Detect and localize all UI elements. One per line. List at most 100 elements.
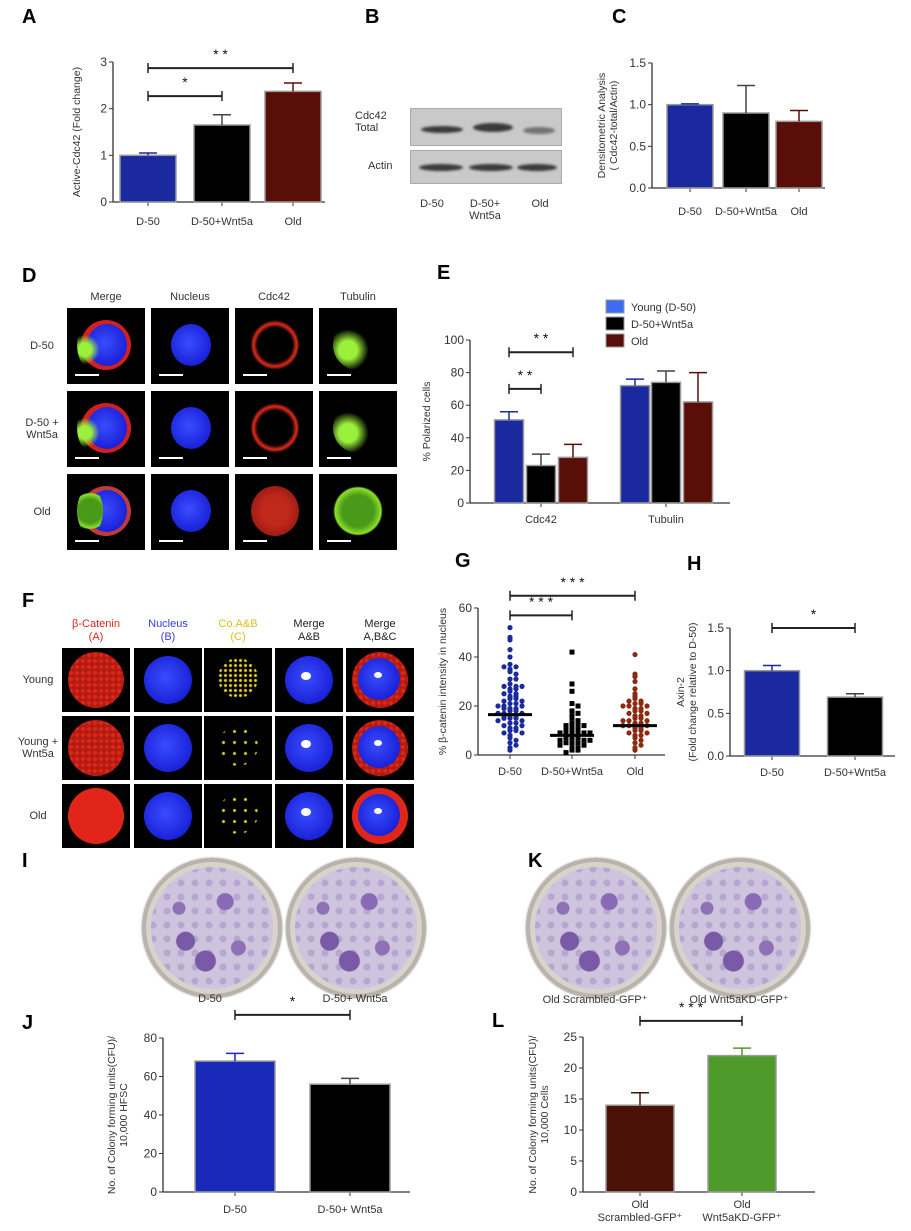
y-tick-label: 40 (459, 650, 473, 664)
y-tick-label: 1.5 (629, 56, 646, 70)
data-point (644, 730, 650, 736)
data-point (507, 661, 513, 667)
data-point (513, 720, 519, 726)
y-tick-label: 0 (570, 1185, 577, 1199)
blot-actin (410, 150, 562, 184)
micrograph (275, 784, 343, 848)
data-point (507, 747, 513, 753)
significance-label: * (182, 74, 188, 90)
panel-label-a: A (22, 6, 37, 28)
y-tick-label: 60 (459, 601, 473, 615)
y-tick-label: 0.5 (707, 706, 724, 720)
svg-text:Cdc42: Cdc42 (525, 514, 557, 526)
data-point (513, 737, 519, 743)
scale-bar (75, 540, 99, 542)
micrograph (235, 308, 313, 384)
blot-lane-old: Old (531, 198, 549, 210)
cell-signal (358, 726, 400, 768)
chart-l: 0 5 10 15 20 25 Old Scrambled-GFP⁺ Old Wnt5aKD-GF… (527, 999, 815, 1224)
scale-bar (327, 374, 351, 376)
x-tick-label: D-50+ Wnt5a (317, 1204, 383, 1216)
y-tick-label: 0 (150, 1185, 157, 1199)
column-header: β-Catenin (A) (72, 618, 120, 643)
colony-plate-old-scrambled (526, 858, 666, 998)
x-tick-label: D-50 (760, 767, 784, 779)
chart-g: 0 20 40 60 D-50 D-50+Wnt5a Old % β-catenin inte… (437, 574, 665, 778)
bar (743, 669, 801, 757)
y-tick-label: 1.0 (707, 664, 724, 678)
x-tick-label: Tubulin (648, 514, 684, 526)
panel-label-k: K (528, 850, 543, 872)
data-point (513, 742, 519, 748)
x-tick-label: D-50 (136, 216, 160, 228)
cell-signal (358, 794, 400, 836)
bar (525, 464, 557, 504)
micrograph (319, 308, 397, 384)
bar (119, 154, 177, 203)
data-point (501, 691, 507, 697)
data-point (626, 710, 632, 716)
column-header: Merge (90, 291, 122, 303)
svg-text:% Polarized cells: % Polarized cells (421, 382, 433, 462)
data-point (501, 715, 507, 721)
data-point (632, 686, 638, 692)
bar (722, 112, 770, 189)
x-tick-label: Old (284, 216, 301, 228)
micrograph (275, 648, 343, 712)
significance-label: * (290, 993, 296, 1009)
y-axis-title: Active-Cdc42 (Fold change) (71, 67, 83, 197)
data-point (587, 730, 593, 736)
significance-label: * * * (529, 593, 554, 609)
y-tick-label: 100 (444, 333, 464, 347)
svg-text:D-50: D-50 (760, 767, 784, 779)
plate-label: D-50+ Wnt5a (322, 993, 388, 1005)
data-point (513, 676, 519, 682)
data-point (507, 735, 513, 741)
data-point (507, 700, 513, 707)
panel-label-j: J (22, 1012, 34, 1034)
colony-plate-d50-wnt5a (286, 858, 426, 998)
data-point (638, 732, 644, 739)
legend-label: Young (D-50) (631, 302, 696, 314)
cell-signal (333, 320, 383, 370)
y-tick-label: 0.5 (629, 139, 646, 153)
data-point (507, 669, 513, 675)
svg-text:Old: Old (284, 216, 301, 228)
x-tick-label: Old Wnt5aKD-GFP⁺ (702, 1199, 781, 1224)
y-tick-label: 2 (100, 102, 107, 116)
data-point (632, 747, 638, 753)
chart-j: 0 20 40 60 80 D-50 D-50+ Wnt5a No. of Colony fo… (106, 993, 410, 1216)
data-point (575, 747, 581, 753)
blot-label-cdc42: Cdc42 Total (355, 110, 387, 134)
panel-label-l: L (492, 1010, 505, 1032)
column-header: Merge A&B (293, 618, 325, 643)
y-tick-label: 0.0 (629, 181, 646, 195)
data-point (569, 728, 575, 733)
data-point (569, 735, 575, 741)
row-label: Young (22, 674, 54, 686)
data-point (632, 740, 638, 746)
cell-signal (374, 672, 382, 678)
micrograph (319, 391, 397, 467)
y-axis-title: No. of Colony forming units(CFU)/10,000 … (527, 1035, 551, 1193)
svg-text:Axin-2(Fold change relative to: Axin-2(Fold change relative to D-50) (675, 623, 699, 762)
data-point (501, 698, 507, 704)
cell-signal (301, 740, 311, 748)
data-point (638, 700, 644, 707)
micrograph (151, 474, 229, 550)
cell-signal (374, 740, 382, 746)
legend-swatch (605, 316, 625, 331)
data-point (557, 730, 563, 736)
bar (826, 696, 884, 757)
data-point (507, 676, 513, 682)
scale-bar (75, 374, 99, 376)
bar (775, 120, 823, 189)
scale-bar (327, 457, 351, 459)
cell-signal (301, 808, 311, 816)
data-point (575, 720, 581, 726)
data-point (632, 735, 638, 741)
panel-label-e: E (437, 262, 451, 284)
scale-bar (243, 374, 267, 376)
cell-signal (251, 320, 299, 370)
